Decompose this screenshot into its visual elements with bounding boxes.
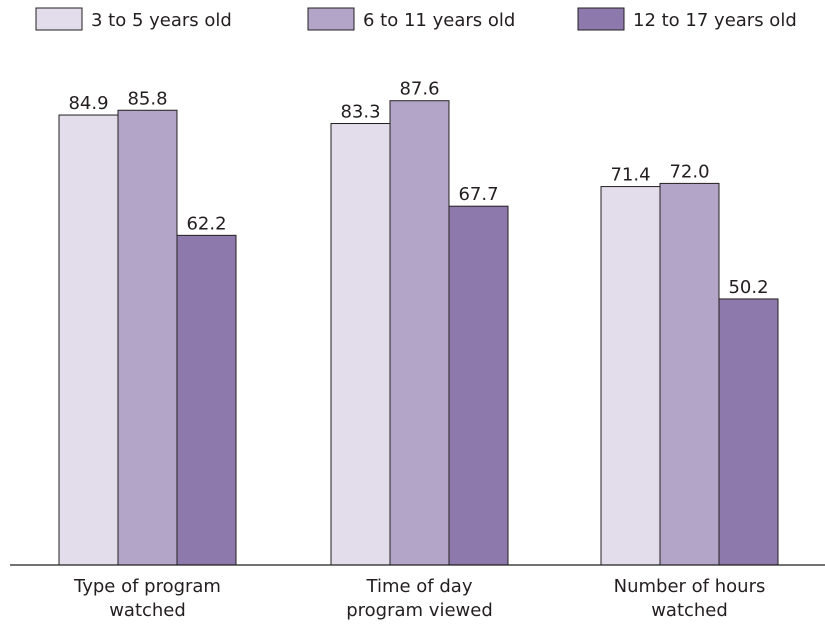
bar-cat1-series2 (117, 109, 178, 566)
legend-swatch-1 (35, 7, 83, 31)
value-label-cat2-series1: 83.3 (340, 102, 380, 123)
bar-cat1-series3 (176, 234, 237, 566)
legend: 3 to 5 years old 6 to 11 years old 12 to 1… (35, 7, 797, 31)
legend-label-2: 6 to 11 years old (363, 10, 515, 31)
category-labels: Type of program watched Time of day program… (73, 576, 765, 621)
value-label-cat2-series3: 67.7 (458, 184, 498, 205)
value-label-cat3-series1: 71.4 (610, 165, 650, 186)
category-label-2-line-1: Time of day (366, 576, 473, 597)
category-label-3-line-1: Number of hours (614, 576, 766, 597)
legend-label-1: 3 to 5 years old (91, 10, 232, 31)
value-label-cat2-series2: 87.6 (399, 79, 439, 100)
bar-cat3-series3 (718, 298, 779, 566)
category-label-2-line-2: program viewed (346, 600, 493, 621)
value-label-cat3-series2: 72.0 (669, 161, 709, 182)
value-label-cat3-series3: 50.2 (728, 277, 768, 298)
bar-cat2-series1 (330, 123, 391, 566)
legend-label-3: 12 to 17 years old (633, 10, 797, 31)
category-label-1-line-2: watched (109, 600, 186, 621)
value-label-cat1-series1: 84.9 (68, 93, 108, 114)
bar-cat3-series2 (659, 182, 720, 566)
category-label-3-line-2: watched (651, 600, 728, 621)
bar-cat2-series3 (448, 205, 509, 566)
legend-swatch-2 (307, 7, 355, 31)
value-labels: 84.9 85.8 62.2 83.3 87.6 67.7 71.4 72.0 50.2 (68, 79, 768, 298)
value-label-cat1-series3: 62.2 (186, 213, 226, 234)
bar-cat2-series2 (389, 100, 450, 566)
bar-cat3-series1 (600, 186, 661, 566)
bars (58, 100, 779, 566)
bar-cat1-series1 (58, 114, 119, 566)
category-label-1-line-1: Type of program (73, 576, 221, 597)
legend-swatch-3 (577, 7, 625, 31)
value-label-cat1-series2: 85.8 (127, 88, 167, 109)
